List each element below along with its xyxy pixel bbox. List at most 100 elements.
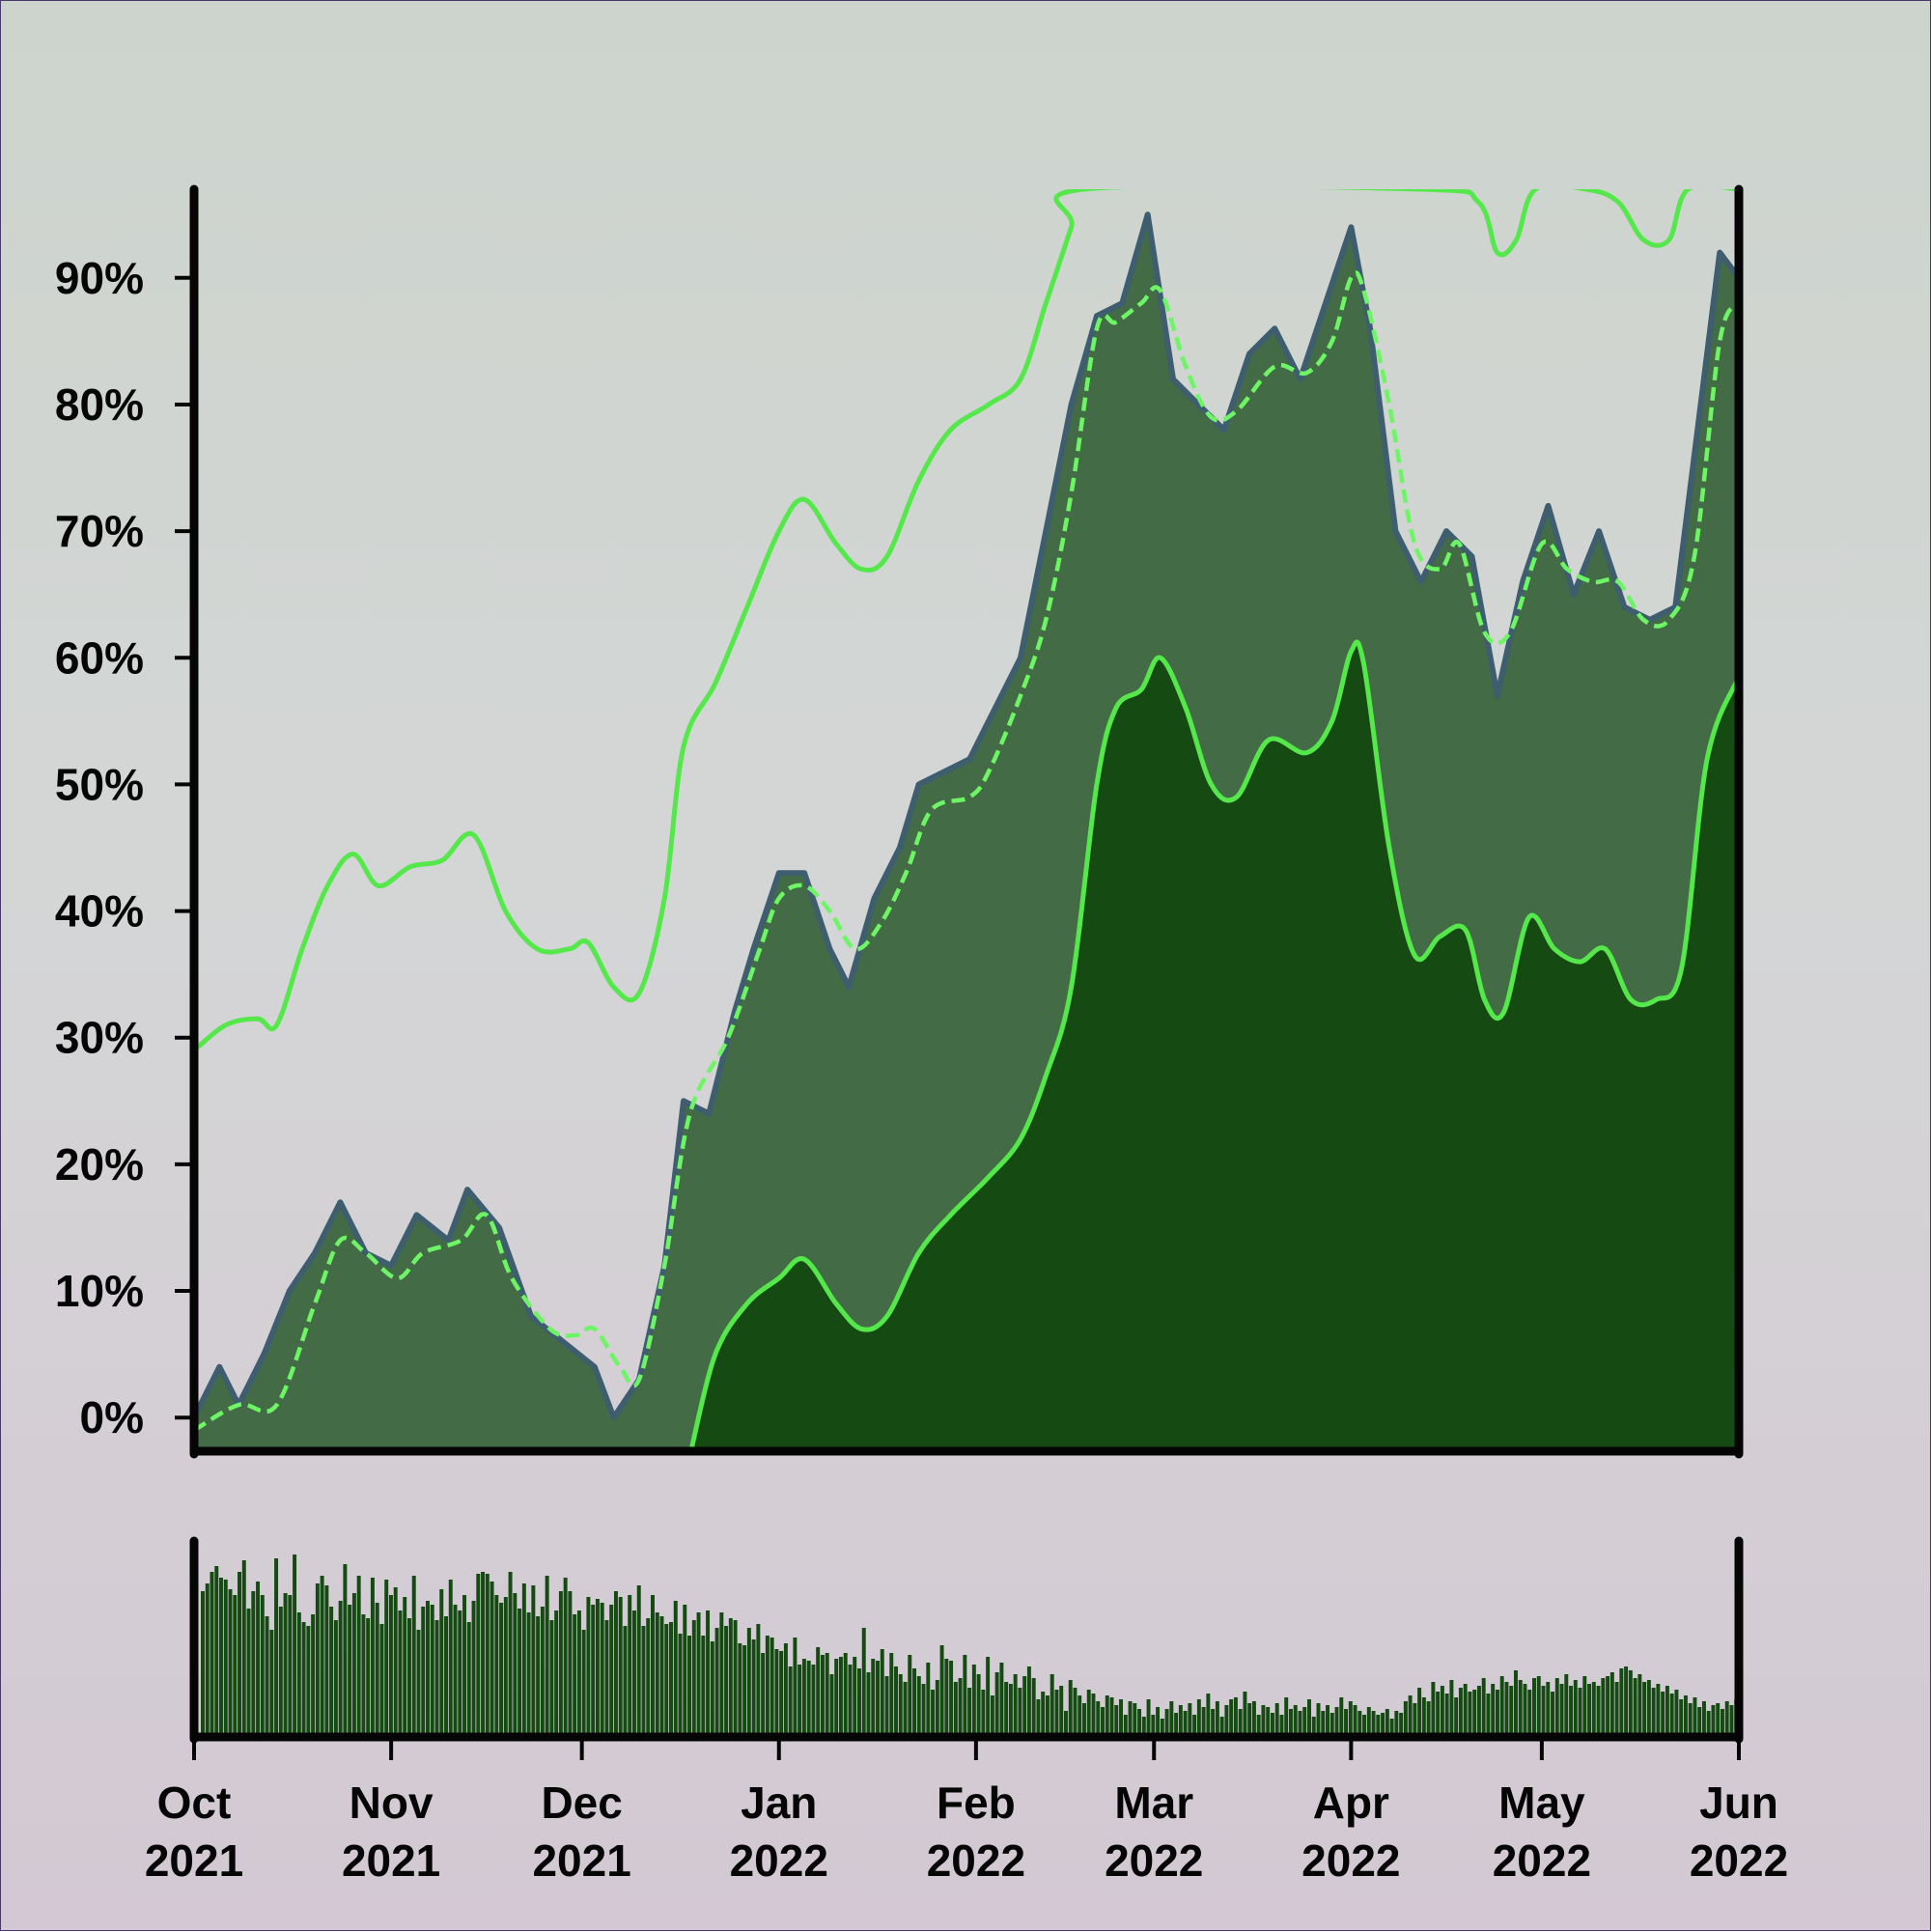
y-tick-label: 60% (55, 632, 144, 683)
volume-bar (228, 1589, 233, 1734)
volume-bar (1201, 1707, 1206, 1734)
volume-bar (912, 1668, 917, 1734)
volume-bar (393, 1587, 398, 1734)
volume-bar (1114, 1705, 1119, 1734)
volume-bar (691, 1620, 696, 1734)
y-tick-label: 50% (55, 759, 144, 809)
x-tick-label-month: Dec (541, 1778, 622, 1828)
volume-bar (1619, 1668, 1624, 1734)
volume-bar (563, 1578, 568, 1734)
volume-bar (1041, 1692, 1046, 1734)
volume-bar (655, 1612, 659, 1734)
volume-bar (1440, 1686, 1444, 1734)
volume-bar (573, 1614, 577, 1734)
volume-bar (1311, 1717, 1316, 1734)
y-tick-label: 30% (55, 1013, 144, 1063)
volume-bar (406, 1618, 411, 1734)
volume-bar (1326, 1705, 1329, 1734)
volume-bar (586, 1597, 591, 1734)
volume-bar (710, 1641, 714, 1734)
volume-bar (1486, 1694, 1491, 1734)
volume-bar (329, 1607, 334, 1734)
main-plot (194, 189, 1739, 1449)
volume-bar (1054, 1690, 1059, 1734)
volume-bar (545, 1576, 549, 1734)
volume-bar (518, 1609, 522, 1734)
volume-bar (604, 1620, 609, 1734)
volume-bar (490, 1582, 494, 1734)
volume-bar (466, 1622, 471, 1734)
volume-bar (1431, 1682, 1436, 1734)
volume-bar (719, 1612, 724, 1734)
volume-bar (820, 1655, 825, 1734)
volume-bar (678, 1634, 683, 1734)
volume-bar (880, 1649, 884, 1734)
volume-bar (301, 1622, 306, 1734)
volume-bar (1261, 1705, 1266, 1734)
volume-bar (356, 1576, 361, 1734)
volume-bar (1169, 1701, 1174, 1734)
volume-bar (1366, 1707, 1371, 1734)
volume-bar (558, 1591, 563, 1734)
volume-bar (338, 1601, 343, 1734)
volume-bar (1403, 1701, 1408, 1734)
volume-bar (343, 1564, 348, 1734)
volume-bar (201, 1591, 205, 1734)
volume-bar (746, 1628, 751, 1734)
x-tick-label-year: 2021 (342, 1835, 440, 1886)
volume-bar (1008, 1684, 1013, 1734)
volume-bar (536, 1616, 541, 1734)
volume-bar (724, 1626, 729, 1734)
x-tick-label-month: Apr (1313, 1778, 1389, 1828)
volume-bar (223, 1580, 228, 1734)
volume-bar (1174, 1713, 1179, 1734)
volume-bar (990, 1695, 994, 1734)
volume-bar (403, 1597, 407, 1734)
volume-bar (453, 1605, 458, 1734)
volume-bar (838, 1657, 843, 1734)
volume-bar (1701, 1701, 1706, 1734)
volume-bar (476, 1574, 481, 1734)
volume-bar (1059, 1686, 1064, 1734)
volume-bar (581, 1630, 586, 1734)
volume-bar (1587, 1684, 1592, 1734)
volume-bar (1665, 1686, 1669, 1734)
volume-bar (843, 1653, 848, 1734)
volume-bar (1344, 1709, 1349, 1734)
volume-bar (526, 1612, 531, 1734)
volume-bar (636, 1585, 641, 1734)
volume-bar (1082, 1703, 1086, 1734)
volume-bar (600, 1603, 604, 1734)
volume-bar (1436, 1692, 1441, 1734)
volume-bar (366, 1618, 371, 1734)
daily-value-outline (194, 211, 1739, 1421)
volume-bar (683, 1605, 687, 1734)
volume-bar (333, 1620, 338, 1734)
volume-bar (1408, 1695, 1413, 1734)
volume-bar (1243, 1692, 1247, 1734)
volume-bar (1096, 1701, 1101, 1734)
volume-bar (871, 1659, 876, 1734)
volume-bar (953, 1682, 958, 1734)
volume-bar (1183, 1711, 1188, 1734)
upper-band-line (194, 189, 1739, 1052)
volume-bar (379, 1624, 384, 1734)
volume-bar (1688, 1703, 1693, 1734)
volume-bar (801, 1659, 806, 1734)
volume-bar (659, 1616, 664, 1734)
volume-bar (1637, 1674, 1642, 1734)
volume-bar (1633, 1678, 1637, 1734)
volume-bar (903, 1682, 908, 1734)
volume-bar (1045, 1695, 1049, 1734)
volume-bar (320, 1576, 324, 1734)
volume-bar (788, 1666, 793, 1734)
volume-bar (733, 1620, 738, 1734)
volume-bar (939, 1645, 944, 1734)
lower-band-area (691, 641, 1739, 1449)
volume-bar (1279, 1715, 1284, 1734)
volume-bar (293, 1554, 297, 1734)
volume-bar (1298, 1711, 1302, 1734)
volume-bar (238, 1572, 241, 1734)
volume-bar (296, 1612, 301, 1734)
